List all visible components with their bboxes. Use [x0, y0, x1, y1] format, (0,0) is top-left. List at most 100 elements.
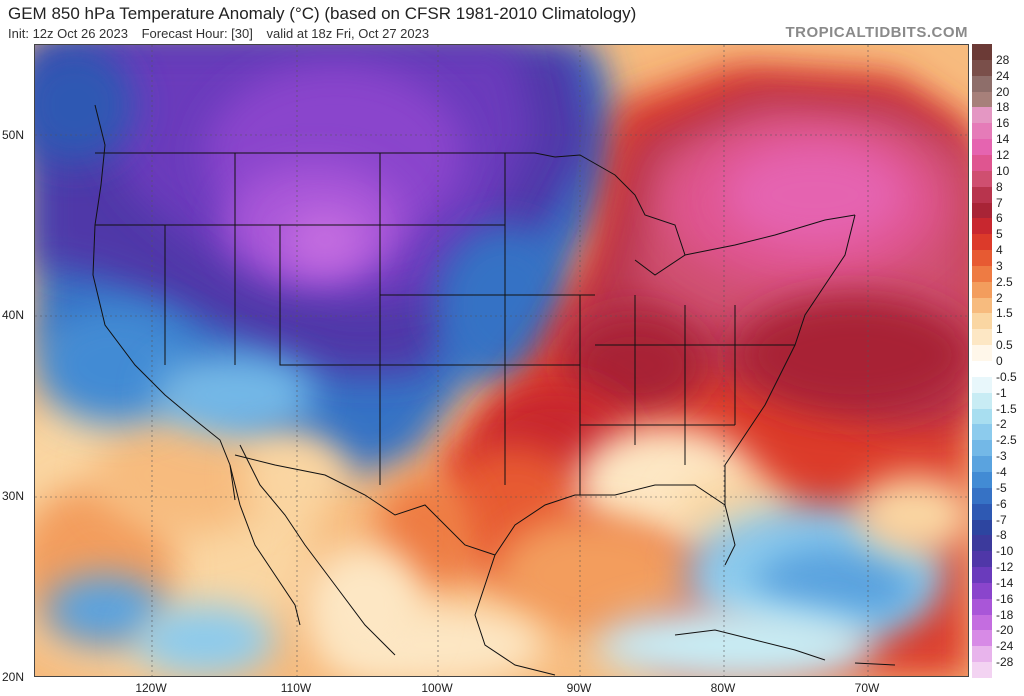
colorbar-swatch [972, 329, 992, 346]
colorbar-swatch [972, 551, 992, 568]
colorbar-swatch [972, 567, 992, 584]
lat-label-50n: 50N [2, 128, 25, 142]
map-subtitle: Init: 12z Oct 26 2023 Forecast Hour: [30… [8, 26, 439, 41]
lon-label-90w: 90W [566, 681, 592, 695]
colorbar-swatch [972, 582, 992, 600]
colorbar-label: 12 [996, 147, 1010, 162]
colorbar-swatch [972, 361, 992, 378]
colorbar [972, 44, 992, 679]
colorbar-label: 8 [996, 179, 1003, 194]
caribbean-islands [674, 629, 896, 666]
colorbar-swatch [972, 170, 992, 188]
colorbar-label: 1 [996, 322, 1003, 337]
colorbar-label: 4 [996, 243, 1003, 258]
colorbar-label: 10 [996, 163, 1010, 178]
colorbar-label: -4 [996, 464, 1007, 479]
colorbar-label: -6 [996, 496, 1007, 511]
colorbar-label: -28 [996, 655, 1014, 670]
colorbar-label: -1.5 [996, 401, 1017, 416]
anomaly-field [35, 45, 968, 676]
colorbar-label: 18 [996, 100, 1010, 115]
colorbar-swatch [972, 598, 992, 616]
colorbar-label: -5 [996, 480, 1007, 495]
colorbar-swatch [972, 313, 992, 330]
colorbar-label: 16 [996, 116, 1010, 131]
lat-label-30n: 30N [2, 489, 25, 503]
colorbar-swatch [972, 186, 992, 203]
lon-label-100w: 100W [421, 681, 453, 695]
colorbar-label: 20 [996, 84, 1010, 99]
colorbar-swatch [972, 234, 992, 251]
colorbar-label: -3 [996, 449, 1007, 464]
colorbar-label: -24 [996, 639, 1014, 654]
lon-label-80w: 80W [710, 681, 736, 695]
colorbar-swatch [972, 456, 992, 473]
colorbar-label: -2 [996, 417, 1007, 432]
borders [92, 104, 856, 676]
colorbar-label: -8 [996, 528, 1007, 543]
colorbar-label: -7 [996, 512, 1007, 527]
colorbar-label: 7 [996, 195, 1003, 210]
colorbar-swatch [972, 471, 992, 489]
lon-label-120w: 120W [135, 681, 167, 695]
colorbar-swatch [972, 408, 992, 425]
colorbar-label: 5 [996, 227, 1003, 242]
colorbar-swatch [972, 614, 992, 631]
colorbar-label: 0 [996, 354, 1003, 368]
colorbar-swatch [972, 662, 992, 679]
colorbar-label: -14 [996, 575, 1014, 590]
watermark: TROPICALTIDBITS.COM [785, 24, 968, 41]
colorbar-swatch [972, 281, 992, 299]
colorbar-swatch [972, 123, 992, 140]
valid-time: valid at 18z Fri, Oct 27 2023 [266, 26, 430, 41]
colorbar-swatch [972, 519, 992, 536]
forecast-hour: Forecast Hour: [30] [141, 26, 253, 41]
colorbar-swatch [972, 646, 992, 663]
lon-label-110w: 110W [280, 681, 312, 695]
anomaly-map[interactable] [34, 44, 969, 677]
colorbar-label: -1 [996, 385, 1007, 400]
colorbar-swatch [972, 440, 992, 457]
colorbar-label: 0.5 [996, 338, 1013, 353]
colorbar-swatch [972, 202, 992, 219]
colorbar-label: 14 [996, 132, 1010, 147]
anomaly-map-svg [35, 45, 968, 676]
colorbar-label: 3 [996, 258, 1003, 273]
colorbar-swatch [972, 535, 992, 552]
colorbar-swatch [972, 107, 992, 124]
colorbar-swatch [972, 376, 992, 394]
colorbar-label: 2 [996, 290, 1003, 305]
colorbar-swatch [972, 218, 992, 235]
init-time: Init: 12z Oct 26 2023 [8, 26, 128, 41]
colorbar-label: -0.5 [996, 369, 1017, 384]
colorbar-label: -2.5 [996, 433, 1017, 448]
colorbar-label: -16 [996, 591, 1014, 606]
colorbar-swatch [972, 630, 992, 647]
colorbar-swatch [972, 250, 992, 267]
colorbar-swatch [972, 75, 992, 93]
lon-label-70w: 70W [854, 681, 880, 695]
colorbar-swatch [972, 154, 992, 172]
colorbar-label: 2.5 [996, 274, 1013, 289]
colorbar-swatch [972, 265, 992, 283]
colorbar-label: 28 [996, 52, 1010, 67]
colorbar-swatch [972, 392, 992, 410]
colorbar-label: -18 [996, 607, 1014, 622]
colorbar-swatch [972, 91, 992, 108]
colorbar-label: -12 [996, 560, 1014, 575]
colorbar-label: -20 [996, 623, 1014, 638]
colorbar-swatch [972, 503, 992, 520]
colorbar-label: 6 [996, 211, 1003, 226]
colorbar-swatch [972, 59, 992, 77]
colorbar-swatch [972, 297, 992, 314]
lat-label-40n: 40N [2, 308, 25, 322]
colorbar-swatch [972, 424, 992, 441]
colorbar-label: 1.5 [996, 306, 1013, 321]
colorbar-swatch [972, 487, 992, 505]
colorbar-label: 24 [996, 68, 1010, 83]
colorbar-label: -10 [996, 544, 1014, 559]
colorbar-swatch [972, 345, 992, 362]
colorbar-swatch [972, 44, 992, 61]
colorbar-swatch [972, 139, 992, 156]
map-title: GEM 850 hPa Temperature Anomaly (°C) (ba… [8, 4, 637, 23]
